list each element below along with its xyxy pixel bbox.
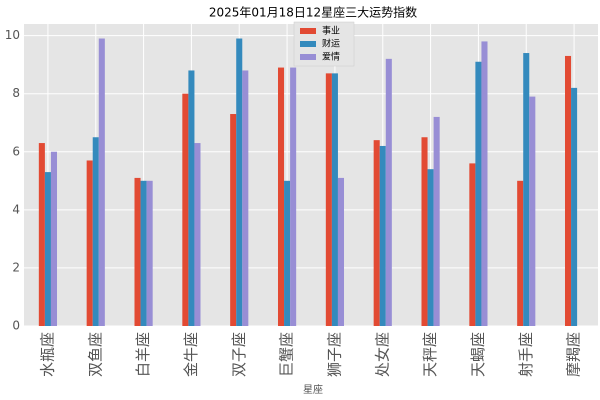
bar: [230, 114, 237, 327]
bar: [98, 38, 105, 327]
x-tick-label: 天秤座: [421, 332, 439, 377]
bar: [469, 163, 476, 326]
x-axis-label: 星座: [303, 383, 323, 396]
legend-label: 财运: [322, 38, 340, 50]
bar: [379, 145, 386, 326]
bar: [523, 53, 530, 327]
bar: [385, 58, 392, 326]
bar: [236, 38, 243, 327]
legend-swatch: [300, 54, 316, 60]
bar: [50, 151, 58, 326]
legend-label: 事业: [322, 25, 340, 37]
bar: [284, 180, 291, 326]
bar: [38, 143, 45, 326]
y-tick-label: 6: [12, 144, 20, 158]
bar: [427, 169, 434, 326]
x-tick-label: 射手座: [517, 332, 535, 377]
bar: [325, 73, 332, 326]
bar: [92, 137, 99, 326]
bar: [140, 180, 147, 326]
x-tick-label: 双子座: [230, 332, 248, 377]
bar: [529, 96, 536, 326]
bar: [86, 160, 93, 326]
bar: [373, 140, 380, 326]
x-tick-label: 白羊座: [134, 332, 152, 377]
y-tick-label: 0: [12, 319, 20, 333]
bar: [421, 137, 428, 326]
bar: [433, 116, 440, 326]
x-tick-label: 水瓶座: [38, 332, 56, 377]
bar: [194, 143, 201, 326]
bar: [182, 93, 189, 326]
bar: [290, 67, 297, 327]
x-tick-label: 巨蟹座: [278, 332, 296, 377]
x-tick-label: 摩羯座: [565, 332, 583, 377]
bar: [44, 172, 51, 326]
plot-area: [24, 24, 598, 326]
bar: [242, 70, 249, 326]
chart-title: 2025年01月18日12星座三大运势指数: [209, 5, 417, 20]
bar: [337, 177, 345, 326]
y-tick-label: 10: [5, 28, 20, 42]
x-tick-label: 双鱼座: [86, 332, 104, 377]
bar: [475, 61, 482, 326]
y-tick-label: 4: [12, 202, 20, 216]
x-tick-label: 狮子座: [325, 332, 343, 377]
bar: [134, 177, 141, 326]
bar: [331, 73, 338, 326]
y-tick-label: 2: [12, 260, 20, 274]
bar: [481, 41, 488, 327]
legend-swatch: [300, 28, 316, 34]
x-tick-label: 天蝎座: [469, 332, 487, 377]
bar: [571, 87, 578, 326]
bar: [188, 70, 195, 326]
bar: [517, 180, 524, 326]
legend-label: 爱情: [322, 51, 340, 63]
bar: [146, 180, 153, 326]
x-tick-label: 处女座: [373, 332, 391, 377]
x-tick-label: 金牛座: [182, 332, 200, 377]
bar: [277, 67, 285, 327]
y-tick-label: 8: [12, 86, 20, 100]
legend-swatch: [300, 41, 316, 47]
bar: [564, 55, 572, 326]
